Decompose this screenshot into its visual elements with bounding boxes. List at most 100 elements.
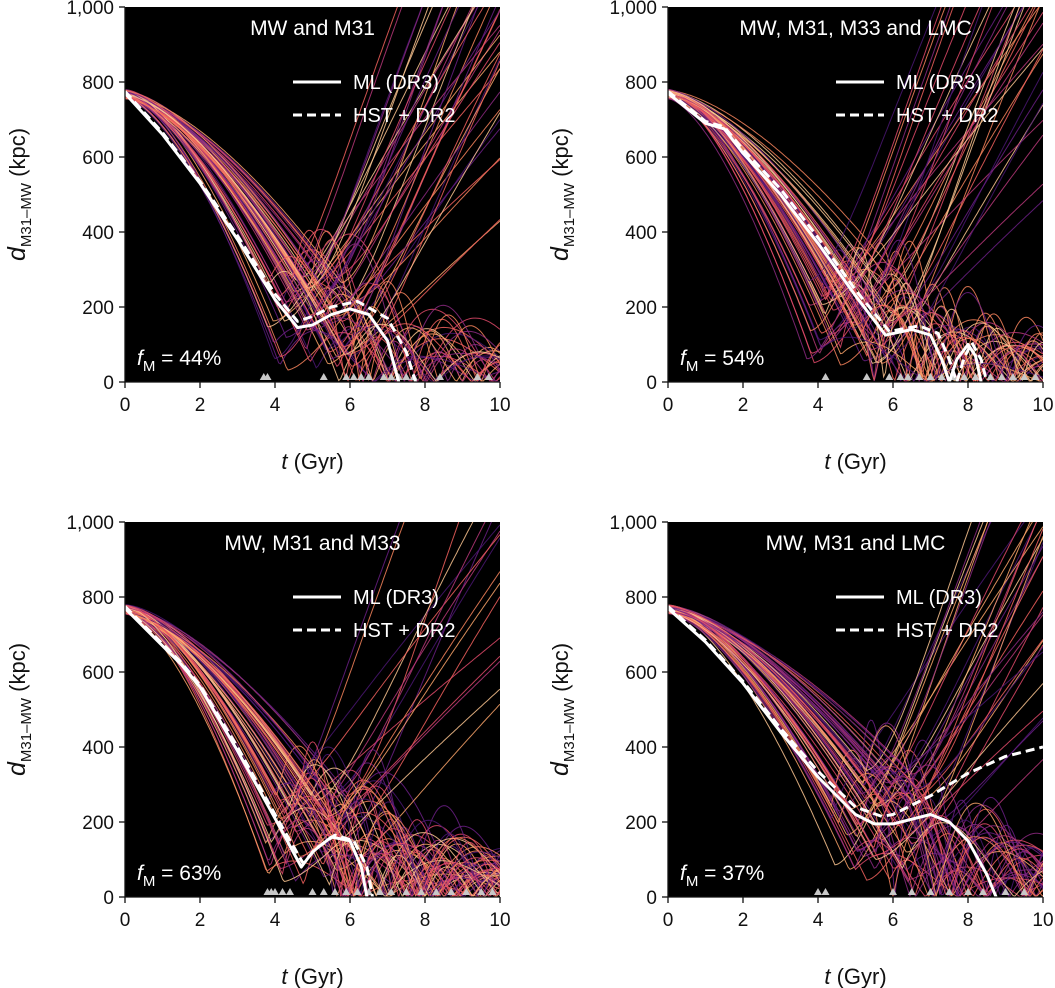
sample-orbit-line — [125, 613, 500, 897]
merger-marker — [862, 373, 871, 380]
x-tick-label: 4 — [270, 395, 281, 416]
sample-orbit-line — [125, 611, 500, 897]
sample-orbit-line — [125, 10, 500, 338]
sample-orbit-line — [668, 522, 1037, 827]
sample-orbit-line — [125, 7, 403, 309]
fm-symbol: f — [137, 862, 145, 885]
panel-title: MW and M31 — [250, 17, 375, 40]
merger-marker — [402, 888, 411, 895]
merger-marker — [379, 373, 388, 380]
plot-lines — [668, 522, 1043, 897]
y-axis-symbol: d — [3, 761, 31, 776]
sample-orbit-line — [125, 605, 500, 897]
sample-orbit-line — [668, 7, 951, 360]
series-line-hst-dr2 — [125, 90, 418, 382]
panel-title: MW, M31 and M33 — [224, 532, 400, 555]
sample-orbit-line — [125, 7, 458, 284]
series-line-hst-dr2 — [668, 605, 1043, 818]
y-axis-unit: (kpc) — [5, 128, 30, 183]
merger-marker — [364, 373, 373, 380]
merger-marker — [387, 373, 396, 380]
merger-marker — [263, 373, 272, 380]
merger-marker — [971, 373, 980, 380]
merger-marker — [1020, 373, 1029, 380]
y-tick-label: 800 — [82, 588, 114, 609]
sample-orbit-line — [125, 7, 451, 358]
plot-lines — [668, 7, 1043, 382]
sample-orbit-line — [668, 522, 981, 795]
sample-orbit-line — [125, 97, 500, 382]
merger-marker — [271, 888, 279, 895]
series-line-hst-dr2 — [125, 605, 374, 897]
x-axis-unit: (Gyr) — [830, 964, 886, 988]
merger-marker — [278, 888, 287, 895]
fm-subscript: M — [143, 358, 156, 375]
x-axis-symbol: t — [824, 449, 831, 474]
y-tick-label: 0 — [646, 373, 657, 394]
merger-marker — [926, 373, 935, 380]
sample-orbit-line — [668, 7, 937, 281]
merger-marker — [484, 373, 493, 380]
merger-marker — [986, 373, 995, 380]
x-axis-unit: (Gyr) — [287, 964, 343, 988]
y-tick-label: 600 — [82, 663, 114, 684]
plot-lines — [125, 522, 500, 897]
merger-marker — [319, 888, 328, 895]
sample-orbit-line — [125, 98, 500, 382]
merger-marker — [349, 373, 358, 380]
fm-value: = 54% — [698, 347, 764, 370]
merger-marker — [979, 888, 987, 895]
y-axis-unit: (kpc) — [5, 643, 30, 698]
sample-orbit-line — [668, 522, 989, 836]
sample-orbit-line — [668, 90, 1043, 382]
fm-annotation: fM = 54% — [680, 347, 764, 375]
sample-orbit-line — [125, 91, 500, 331]
y-axis-label: dM31–MW (kpc) — [3, 128, 35, 261]
y-tick-label: 400 — [625, 738, 657, 759]
sample-orbit-line — [668, 537, 1043, 807]
panel-title: MW, M31, M33 and LMC — [739, 17, 971, 40]
x-axis-unit: (Gyr) — [287, 449, 343, 474]
legend-label: ML (DR3) — [896, 72, 982, 94]
fm-symbol: f — [680, 347, 688, 370]
x-axis-label: t (Gyr) — [824, 964, 886, 988]
sample-orbit-line — [668, 53, 1043, 366]
y-axis-subscript: M31–MW — [561, 182, 578, 247]
x-axis-symbol: t — [824, 964, 831, 988]
fm-value: = 37% — [698, 862, 764, 885]
merger-marker — [1009, 373, 1017, 380]
sample-orbit-line — [125, 608, 500, 897]
panel-1: MW and M31 ML (DR3) HST + DR2 fM = 44% 0 2 4 6 8… — [3, 0, 511, 474]
merger-marker — [907, 888, 916, 895]
merger-marker — [926, 888, 935, 895]
merger-marker — [1020, 888, 1029, 895]
series-line-ml-dr3 — [125, 92, 401, 382]
sample-orbit-line — [125, 612, 500, 897]
y-axis-label: dM31–MW (kpc) — [546, 643, 578, 776]
merger-marker — [889, 888, 897, 895]
merger-marker — [896, 373, 905, 380]
y-axis-symbol: d — [3, 246, 31, 261]
y-axis-symbol: d — [546, 246, 574, 261]
legend-label: HST + DR2 — [896, 620, 998, 642]
fm-subscript: M — [143, 873, 156, 890]
x-tick-label: 10 — [1032, 910, 1053, 931]
y-tick-label: 200 — [82, 813, 114, 834]
panel-2: MW, M31, M33 and LMC ML (DR3) HST + DR2 fM … — [546, 0, 1054, 474]
fm-subscript: M — [686, 358, 699, 375]
plot-lines — [125, 7, 500, 382]
y-tick-label: 0 — [103, 373, 114, 394]
series-line-ml-dr3 — [668, 607, 998, 897]
sample-orbit-line — [125, 34, 500, 292]
sample-orbit-line — [125, 93, 500, 371]
merger-marker — [432, 888, 441, 895]
y-axis-label: dM31–MW (kpc) — [3, 643, 35, 776]
sample-orbit-line — [668, 611, 1043, 897]
x-tick-label: 2 — [738, 910, 749, 931]
fm-value: = 44% — [155, 347, 221, 370]
x-tick-label: 2 — [195, 910, 206, 931]
fm-subscript: M — [686, 873, 699, 890]
merger-marker — [447, 888, 456, 895]
x-tick-label: 4 — [813, 395, 824, 416]
legend-label: ML (DR3) — [353, 72, 439, 94]
